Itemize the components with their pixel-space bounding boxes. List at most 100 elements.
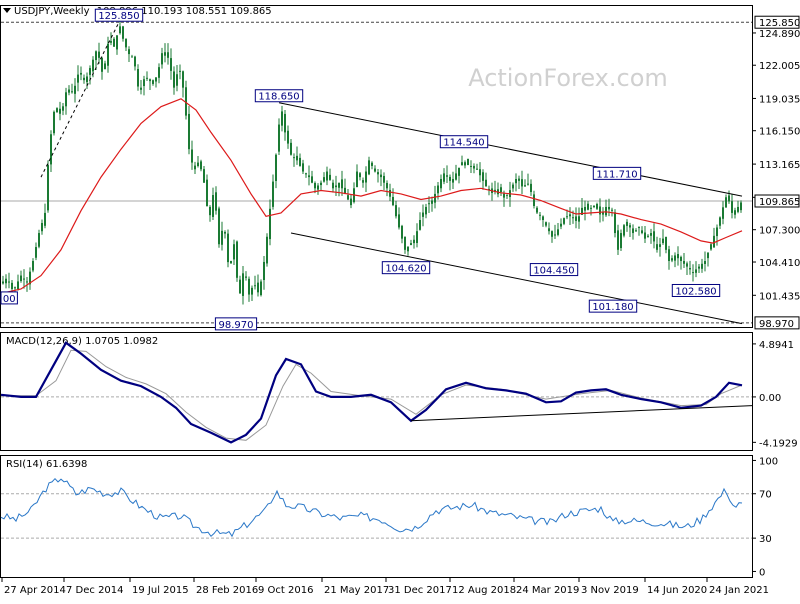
candle-body bbox=[233, 244, 235, 260]
candle-body bbox=[656, 244, 658, 250]
candle-body bbox=[260, 281, 262, 296]
candle-body bbox=[149, 79, 151, 82]
current-price-label: 109.865 bbox=[759, 197, 800, 208]
candle-body bbox=[110, 41, 112, 43]
candle-body bbox=[314, 182, 316, 189]
candle-body bbox=[182, 71, 184, 88]
level-label-bottom: 98.970 bbox=[759, 319, 794, 330]
x-tick-label: 3 Nov 2019 bbox=[581, 585, 639, 596]
candle-body bbox=[695, 269, 697, 273]
candle-body bbox=[467, 158, 469, 166]
x-tick-label: 7 Dec 2014 bbox=[66, 585, 124, 596]
candle-body bbox=[599, 206, 601, 215]
candle-body bbox=[464, 162, 466, 166]
candle-body bbox=[302, 163, 304, 172]
candle-body bbox=[683, 260, 685, 264]
candle-body bbox=[29, 271, 31, 285]
candle-body bbox=[407, 246, 409, 252]
candle-body bbox=[728, 195, 730, 202]
candle-body bbox=[446, 175, 448, 177]
candle-body bbox=[89, 68, 91, 75]
price-y-tick-label: 119.035 bbox=[759, 94, 800, 105]
rsi-y-tick-label: 100 bbox=[759, 456, 778, 467]
candle-body bbox=[137, 69, 139, 87]
candle-body bbox=[71, 91, 73, 93]
candle-body bbox=[392, 196, 394, 206]
candle-body bbox=[119, 26, 121, 34]
candle-body bbox=[47, 165, 49, 211]
candle-body bbox=[158, 67, 160, 78]
rsi-y-tick-label: 0 bbox=[759, 567, 765, 578]
candle-body bbox=[611, 209, 613, 211]
candle-body bbox=[422, 212, 424, 217]
candle-body bbox=[452, 178, 454, 183]
candle-body bbox=[317, 185, 319, 190]
candle-body bbox=[356, 171, 358, 188]
candle-body bbox=[587, 203, 589, 210]
candle-body bbox=[140, 87, 142, 90]
candle-body bbox=[296, 155, 298, 161]
price-y-tick-label: 107.300 bbox=[759, 226, 800, 237]
candle-body bbox=[41, 222, 43, 232]
candle-body bbox=[434, 193, 436, 203]
candle-body bbox=[8, 281, 10, 283]
candle-body bbox=[707, 252, 709, 259]
candle-body bbox=[215, 192, 217, 211]
macd-header: MACD(12,26,9) 1.0705 1.0982 bbox=[6, 336, 158, 347]
candle-body bbox=[299, 157, 301, 166]
candle-body bbox=[200, 161, 202, 170]
candle-body bbox=[2, 281, 4, 284]
candle-body bbox=[95, 51, 97, 61]
candle-body bbox=[539, 214, 541, 216]
candle-body bbox=[548, 228, 550, 232]
candle-body bbox=[74, 85, 76, 94]
rsi-y-tick-label: 30 bbox=[759, 534, 772, 545]
candle-body bbox=[50, 134, 52, 165]
channel-trendline bbox=[290, 232, 743, 325]
candle-body bbox=[383, 175, 385, 183]
price-annotation-label: 104.620 bbox=[385, 264, 426, 275]
menu-triangle-icon[interactable] bbox=[3, 8, 11, 13]
candle-body bbox=[248, 278, 250, 295]
candle-body bbox=[602, 212, 604, 215]
candle-body bbox=[161, 53, 163, 65]
candle-body bbox=[659, 244, 661, 247]
candle-body bbox=[359, 173, 361, 178]
candle-body bbox=[125, 38, 127, 48]
candle-body bbox=[512, 184, 514, 189]
candle-body bbox=[191, 149, 193, 163]
x-tick-label: 27 Apr 2014 bbox=[4, 585, 66, 596]
candle-body bbox=[701, 263, 703, 269]
candle-body bbox=[437, 185, 439, 194]
candle-body bbox=[68, 89, 70, 93]
candle-body bbox=[644, 232, 646, 239]
candle-body bbox=[290, 142, 292, 155]
candle-body bbox=[116, 35, 118, 50]
rsi-panel-frame bbox=[0, 455, 753, 578]
x-tick-label: 31 Dec 2017 bbox=[388, 585, 452, 596]
price-annotation-label: 125.850 bbox=[98, 11, 139, 22]
candle-body bbox=[56, 108, 58, 113]
candle-body bbox=[206, 179, 208, 207]
candle-body bbox=[20, 275, 22, 282]
candle-body bbox=[77, 74, 79, 83]
ohlc-values: 108.896 110.193 108.551 109.865 bbox=[97, 6, 272, 17]
candle-body bbox=[242, 273, 244, 296]
candle-body bbox=[740, 202, 742, 211]
candle-body bbox=[677, 254, 679, 259]
x-tick-label: 9 Oct 2016 bbox=[258, 585, 313, 596]
candle-body bbox=[575, 216, 577, 221]
candle-body bbox=[221, 230, 223, 245]
candle-body bbox=[362, 180, 364, 183]
candle-body bbox=[404, 236, 406, 250]
candle-body bbox=[674, 255, 676, 261]
candle-body bbox=[428, 203, 430, 205]
candle-body bbox=[329, 174, 331, 180]
candle-body bbox=[473, 165, 475, 169]
candle-body bbox=[500, 187, 502, 193]
price-annotation-box bbox=[94, 8, 144, 22]
candle-body bbox=[668, 249, 670, 262]
price-annotation-box bbox=[381, 261, 431, 275]
price-annotation-label: 101.180 bbox=[592, 302, 633, 313]
